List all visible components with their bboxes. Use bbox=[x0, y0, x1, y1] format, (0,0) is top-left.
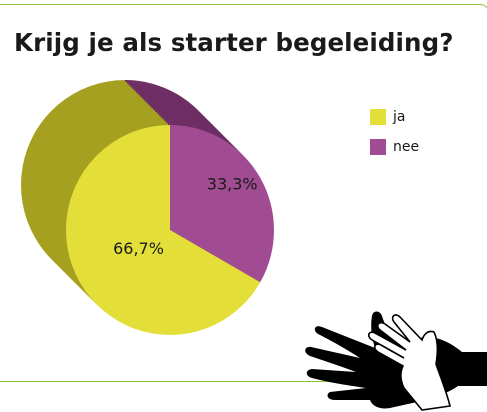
data-labels: 33,3% 66,7% bbox=[113, 174, 258, 257]
white-hand bbox=[367, 314, 451, 411]
legend-item-nee: nee bbox=[370, 138, 419, 156]
legend-swatch-ja bbox=[370, 109, 386, 125]
legend-swatch-nee bbox=[370, 139, 386, 155]
legend-label-nee: nee bbox=[393, 139, 420, 155]
legend-label-ja: ja bbox=[393, 109, 406, 125]
pie-slice-nee bbox=[170, 125, 274, 283]
data-label-nee: 33,3% bbox=[207, 174, 258, 193]
pie-slices bbox=[66, 125, 274, 335]
legend-item-ja: ja bbox=[370, 108, 405, 126]
frame-border bbox=[0, 4, 487, 382]
pie-slice-ja bbox=[66, 125, 261, 335]
helping-hands-icon bbox=[305, 311, 487, 411]
data-label-ja: 66,7% bbox=[113, 239, 164, 258]
chart-title: Krijg je als starter begeleiding? bbox=[14, 28, 454, 57]
